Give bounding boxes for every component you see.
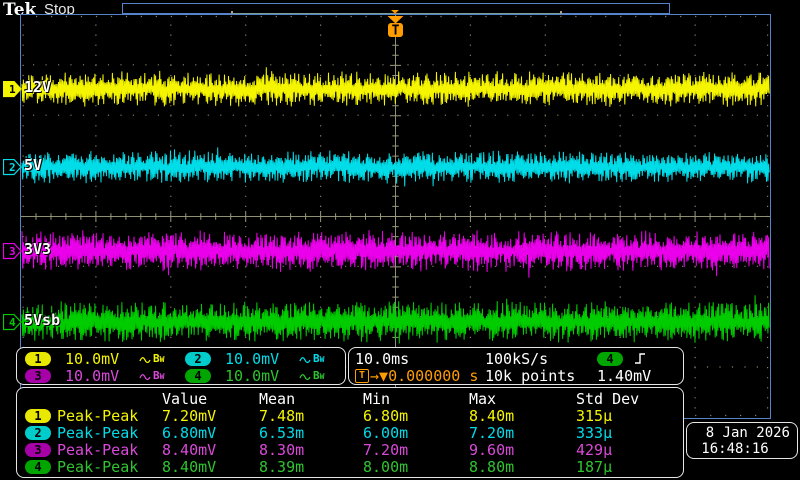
ch1-scale-value: 10.0mV bbox=[65, 350, 127, 368]
trigger-position-mini-icon bbox=[391, 10, 399, 14]
rising-edge-slope-icon bbox=[633, 351, 647, 366]
ch4-value: 8.40mV bbox=[162, 458, 259, 476]
ch2-scale-value: 10.0mV bbox=[225, 350, 287, 368]
bandwidth-limit-icon: BW bbox=[313, 369, 324, 382]
ch4-stddev: 187µ bbox=[576, 458, 683, 476]
ch4-mean: 8.39m bbox=[259, 458, 363, 476]
svg-text:1: 1 bbox=[9, 83, 16, 96]
ch2-badge: 2 bbox=[25, 426, 51, 440]
ch3-badge: 3 bbox=[25, 443, 51, 457]
ch1-scale[interactable]: 1 10.0mV BW bbox=[25, 350, 185, 367]
ch3-net-label: 3V3 bbox=[24, 240, 51, 258]
bandwidth-limit-icon: BW bbox=[153, 369, 164, 382]
ch1-mean: 7.48m bbox=[259, 407, 363, 425]
ch2-max: 7.20m bbox=[469, 424, 576, 442]
svg-text:T: T bbox=[392, 24, 400, 39]
ch2-badge[interactable]: 2 bbox=[185, 352, 211, 366]
col-header-min: Min bbox=[363, 390, 469, 408]
trigger-position-flag-icon[interactable]: T bbox=[388, 16, 404, 39]
datetime-box: 8 Jan 2026 16:48:16 bbox=[686, 422, 798, 459]
ac-coupling-icon: BW bbox=[139, 369, 164, 383]
ch4-max: 8.80m bbox=[469, 458, 576, 476]
sample-rate: 100kS/s bbox=[485, 350, 597, 367]
ch4-scale-value: 10.0mV bbox=[225, 367, 287, 385]
table-row-ch3-label: 3 Peak-Peak bbox=[25, 441, 162, 459]
ch2-min: 6.00m bbox=[363, 424, 469, 442]
ch2-stddev: 333µ bbox=[576, 424, 683, 442]
ch4-badge[interactable]: 4 bbox=[185, 369, 211, 383]
ch1-value: 7.20mV bbox=[162, 407, 259, 425]
ch3-mean: 8.30m bbox=[259, 441, 363, 459]
svg-text:3: 3 bbox=[9, 245, 16, 258]
channel-scale-readout[interactable]: 1 10.0mV BW 2 10.0mV BW 3 10.0mV BW 4 bbox=[16, 347, 346, 385]
acquisition-preview-bar[interactable] bbox=[122, 3, 670, 14]
ch2-scale[interactable]: 2 10.0mV BW bbox=[185, 350, 345, 367]
ch1-position-marker[interactable]: 1 bbox=[3, 81, 22, 98]
col-header-max: Max bbox=[469, 390, 576, 408]
trigger-level[interactable]: 1.40mV bbox=[597, 367, 683, 384]
trigger-t-icon: T bbox=[355, 369, 369, 383]
marker-icon: ▼ bbox=[379, 367, 388, 385]
ch1-badge[interactable]: 1 bbox=[25, 352, 51, 366]
ch2-position-marker[interactable]: 2 bbox=[3, 159, 22, 176]
arrow-icon: → bbox=[370, 367, 379, 385]
col-header-mean: Mean bbox=[259, 390, 363, 408]
bandwidth-limit-icon: BW bbox=[313, 352, 324, 365]
ch4-badge: 4 bbox=[25, 460, 51, 474]
trigger-position-readout[interactable]: T→▼0.000000 s bbox=[355, 367, 485, 384]
ch3-min: 7.20m bbox=[363, 441, 469, 459]
ch1-max: 8.40m bbox=[469, 407, 576, 425]
ch3-max: 9.60m bbox=[469, 441, 576, 459]
svg-text:2: 2 bbox=[9, 161, 16, 174]
ch3-value: 8.40mV bbox=[162, 441, 259, 459]
ch4-position-marker[interactable]: 4 bbox=[3, 314, 22, 331]
svg-text:4: 4 bbox=[9, 316, 16, 329]
ch3-scale-value: 10.0mV bbox=[65, 367, 127, 385]
ch3-scale[interactable]: 3 10.0mV BW bbox=[25, 367, 185, 384]
record-length: 10k points bbox=[485, 367, 597, 384]
col-header-value: Value bbox=[162, 390, 259, 408]
ch3-stddev: 429µ bbox=[576, 441, 683, 459]
oscilloscope-screen: Tek Stop T 112V25V33V345Vsb 1 10.0mV BW … bbox=[0, 0, 800, 480]
ch2-net-label: 5V bbox=[24, 156, 42, 174]
ch1-stddev: 315µ bbox=[576, 407, 683, 425]
ch1-min: 6.80m bbox=[363, 407, 469, 425]
ch1-badge: 1 bbox=[25, 409, 51, 423]
ch4-scale[interactable]: 4 10.0mV BW bbox=[185, 367, 345, 384]
table-row-ch2-label: 2 Peak-Peak bbox=[25, 424, 162, 442]
date-label: 8 Jan 2026 bbox=[706, 425, 790, 441]
ac-coupling-icon: BW bbox=[139, 352, 164, 366]
timebase-value[interactable]: 10.0ms bbox=[355, 350, 485, 367]
bandwidth-limit-icon: BW bbox=[153, 352, 164, 365]
ac-coupling-icon: BW bbox=[299, 369, 324, 383]
trigger-source[interactable]: 4 bbox=[597, 350, 683, 367]
time-label: 16:48:16 bbox=[701, 441, 768, 457]
ch2-value: 6.80mV bbox=[162, 424, 259, 442]
ch1-net-label: 12V bbox=[24, 78, 51, 96]
table-row-ch4-label: 4 Peak-Peak bbox=[25, 458, 162, 476]
trigger-source-badge: 4 bbox=[597, 352, 623, 366]
ch2-mean: 6.53m bbox=[259, 424, 363, 442]
ch3-position-marker[interactable]: 3 bbox=[3, 243, 22, 260]
measurement-table: Value Mean Min Max Std Dev 1 Peak-Peak 7… bbox=[16, 387, 684, 478]
ch3-badge[interactable]: 3 bbox=[25, 369, 51, 383]
horizontal-trigger-readout[interactable]: 10.0ms 100kS/s 4 T→▼0.000000 s 10k point… bbox=[348, 347, 684, 385]
ch4-min: 8.00m bbox=[363, 458, 469, 476]
ch4-net-label: 5Vsb bbox=[24, 311, 60, 329]
table-row-ch1-label: 1 Peak-Peak bbox=[25, 407, 162, 425]
col-header-stddev: Std Dev bbox=[576, 390, 683, 408]
ac-coupling-icon: BW bbox=[299, 352, 324, 366]
